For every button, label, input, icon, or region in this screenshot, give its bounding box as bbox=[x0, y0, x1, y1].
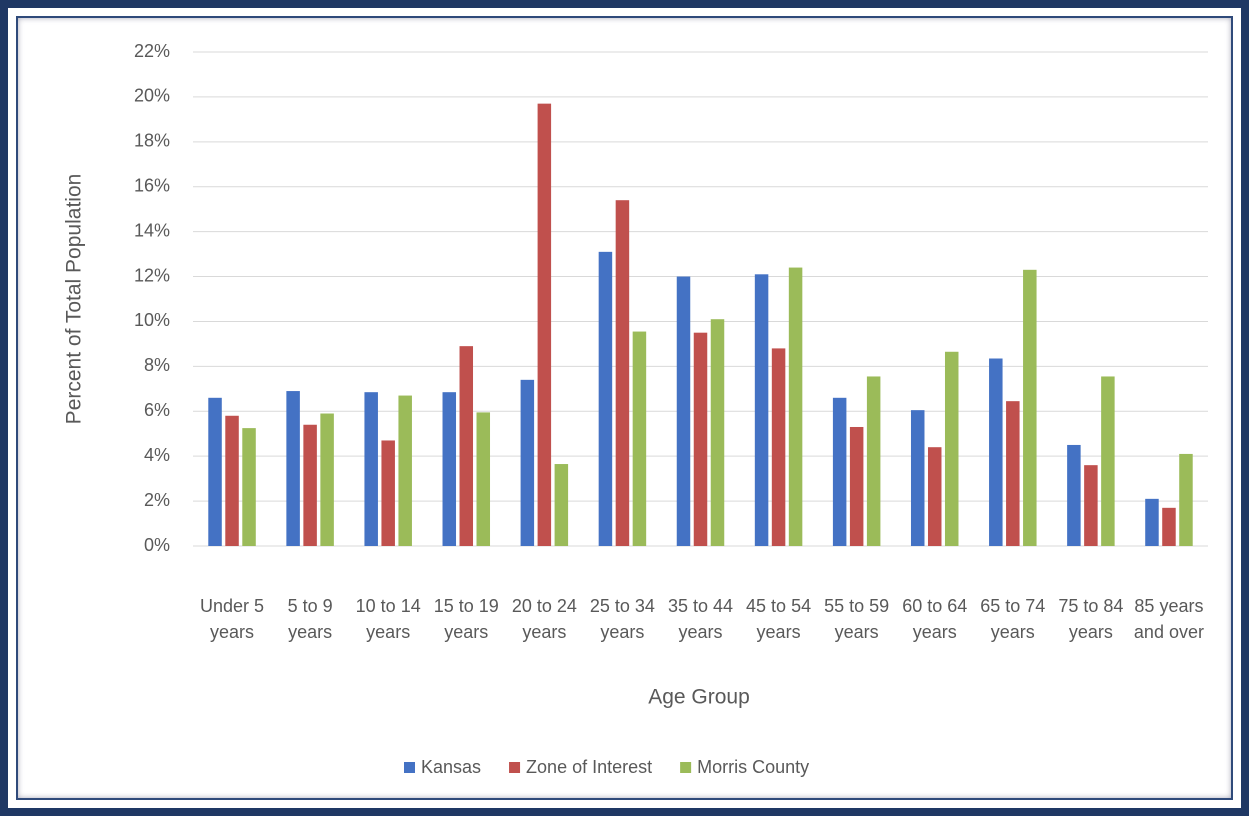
bar bbox=[225, 415, 239, 546]
x-axis-title: Age Group bbox=[648, 686, 750, 709]
bar bbox=[910, 410, 925, 546]
x-tick-label: 45 to 54 years bbox=[746, 596, 812, 642]
y-tick-label: 16% bbox=[134, 175, 170, 195]
y-tick-label: 14% bbox=[134, 220, 170, 240]
bar bbox=[676, 276, 691, 546]
y-axis-title: Percent of Total Population bbox=[63, 174, 86, 425]
bar bbox=[381, 440, 395, 546]
legend-swatch bbox=[509, 762, 521, 773]
x-tick-label: 10 to 14 years bbox=[355, 596, 421, 642]
x-tick-label: 25 to 34 years bbox=[589, 596, 655, 642]
y-tick-label: 6% bbox=[144, 400, 170, 420]
x-tick-label: 35 to 44 years bbox=[667, 596, 734, 642]
y-tick-label: 12% bbox=[134, 265, 170, 285]
bar bbox=[364, 392, 378, 546]
bar bbox=[771, 348, 786, 546]
bar bbox=[615, 200, 630, 546]
bar bbox=[286, 391, 300, 546]
bar bbox=[632, 331, 647, 546]
bar bbox=[866, 376, 881, 546]
legend-label: Zone of Interest bbox=[526, 757, 652, 777]
bar bbox=[320, 413, 334, 546]
bar bbox=[554, 464, 569, 546]
x-tick-label: 75 to 84 years bbox=[1058, 596, 1124, 642]
inner-frame bbox=[16, 16, 1233, 800]
y-tick-label: 4% bbox=[144, 445, 170, 465]
bar bbox=[476, 412, 491, 546]
x-tick-label: 20 to 24 years bbox=[511, 596, 577, 642]
bar bbox=[242, 428, 256, 546]
x-tick-label: Under 5 years bbox=[200, 596, 265, 642]
bar bbox=[1145, 498, 1159, 546]
x-tick-label: 55 to 59 years bbox=[824, 596, 890, 642]
y-tick-label: 0% bbox=[144, 535, 170, 555]
bar bbox=[398, 395, 412, 546]
bar bbox=[944, 351, 959, 546]
legend-swatch bbox=[404, 762, 415, 773]
x-tick-label: 5 to 9 years bbox=[287, 596, 333, 642]
bar bbox=[208, 397, 222, 546]
y-tick-label: 8% bbox=[144, 355, 170, 375]
bar bbox=[849, 426, 864, 546]
bar bbox=[754, 274, 769, 546]
bar bbox=[1162, 507, 1176, 546]
bar bbox=[459, 346, 474, 546]
y-tick-label: 22% bbox=[134, 41, 170, 61]
x-tick-label: 85 years and over bbox=[1133, 596, 1204, 642]
bar bbox=[1179, 453, 1193, 546]
bar bbox=[788, 267, 803, 546]
legend-swatch bbox=[680, 762, 692, 773]
y-tick-label: 20% bbox=[134, 86, 170, 106]
y-tick-label: 18% bbox=[134, 131, 170, 151]
legend-label: Kansas bbox=[421, 757, 481, 777]
y-tick-label: 10% bbox=[134, 310, 170, 330]
bar bbox=[520, 379, 535, 546]
bar bbox=[710, 319, 725, 546]
x-tick-label: 15 to 19 years bbox=[433, 596, 499, 642]
bar bbox=[598, 251, 613, 546]
bar bbox=[1006, 401, 1020, 546]
bar bbox=[693, 332, 708, 546]
bar bbox=[1084, 465, 1098, 546]
bar bbox=[927, 447, 942, 546]
legend-label: Morris County bbox=[697, 757, 809, 777]
bar bbox=[832, 397, 847, 546]
x-tick-label: 65 to 74 years bbox=[980, 596, 1046, 642]
x-tick-label: 60 to 64 years bbox=[902, 596, 968, 642]
bar bbox=[1101, 376, 1115, 546]
bar bbox=[1067, 444, 1081, 546]
bar bbox=[537, 103, 552, 547]
bar bbox=[1023, 269, 1037, 546]
bar bbox=[303, 424, 317, 546]
bar bbox=[989, 358, 1003, 546]
bar bbox=[442, 392, 457, 546]
y-tick-label: 2% bbox=[144, 490, 170, 510]
